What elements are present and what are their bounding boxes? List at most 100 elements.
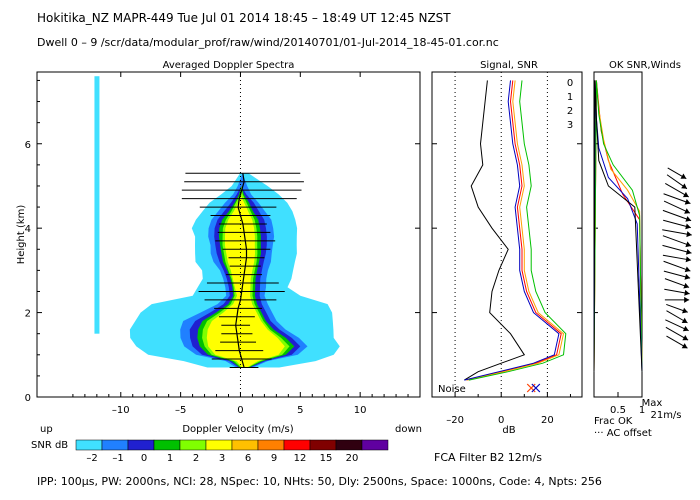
wind-barb-head (684, 198, 691, 205)
wind-barb (662, 254, 692, 263)
signal-series-line (464, 80, 560, 381)
colorbar-swatch (153, 439, 181, 451)
wind-barb (664, 296, 690, 303)
mean-velocity-line (235, 173, 248, 368)
colorbar-swatch (231, 439, 259, 451)
wind-barb-head (682, 325, 689, 332)
up-label: up (40, 424, 53, 435)
frac-ok-line (593, 80, 643, 372)
signal-series-line (464, 80, 526, 381)
ok-x-tick-label: 0.5 (610, 405, 626, 416)
wind-barb-shaft (662, 244, 692, 254)
colorbar-swatch (179, 439, 207, 451)
colorbar-swatch (257, 439, 285, 451)
signal-x-label: dB (502, 425, 515, 436)
x-axis-label: Doppler Velocity (m/s) (182, 424, 293, 435)
wind-barb-head (685, 256, 692, 263)
noise-marker (531, 383, 541, 393)
colorbar-swatch (335, 439, 363, 451)
wind-barb (663, 270, 691, 280)
wind-barb-head (684, 296, 690, 303)
y-tick-label: 2 (25, 309, 31, 320)
x-tick-label: 10 (354, 405, 367, 416)
signal-x-tick-label: 0 (498, 415, 504, 426)
wind-barb-head (686, 231, 692, 238)
y-tick-label: 6 (25, 140, 31, 151)
signal-series-line (468, 80, 567, 381)
colorbar-swatch (127, 439, 155, 451)
wind-barb (664, 278, 690, 289)
colorbar-label: SNR dB (31, 440, 68, 451)
wind-barb-head (684, 266, 691, 273)
x-tick-label: –10 (112, 405, 130, 416)
clutter-stripe (94, 76, 100, 334)
y-tick-label: 4 (25, 224, 31, 235)
colorbar-tick-label: 6 (245, 453, 251, 464)
colorbar-tick-label: 12 (294, 453, 307, 464)
ac-offset-label: ··· AC offset (594, 428, 652, 439)
colorbar-tick-label: –1 (112, 453, 123, 464)
wind-barb (662, 209, 692, 222)
colorbar-tick-label: 1 (167, 453, 173, 464)
wind-barb (662, 244, 692, 255)
wind-barb (662, 229, 692, 238)
signal-snr-title: Signal, SNR (480, 60, 538, 71)
spectra-title: Averaged Doppler Spectra (163, 60, 295, 71)
down-label: down (395, 424, 422, 435)
wind-barb-head (680, 173, 687, 179)
wind-barb-head (681, 343, 688, 349)
y-axis-label: Height (km) (16, 205, 27, 265)
colorbar-tick-label: 9 (271, 453, 277, 464)
signal-x-tick-label: 20 (541, 415, 554, 426)
wind-barb-head (685, 216, 692, 222)
signal-series-line (466, 80, 562, 381)
wind-barb-head (684, 208, 690, 214)
wind-barb (665, 326, 689, 341)
wind-barb-head (685, 223, 691, 230)
colorbar-tick-label: 0 (141, 453, 147, 464)
noise-label: Noise (438, 384, 466, 395)
wind-barb (663, 193, 691, 205)
beam-legend-1: 1 (567, 92, 573, 103)
footer-params: IPP: 100µs, PW: 2000ns, NCI: 28, NSpec: … (37, 475, 602, 488)
colorbar-tick-label: 3 (219, 453, 225, 464)
wind-barb (662, 235, 692, 248)
wind-barb-head (682, 307, 688, 314)
colorbar-tick-label: 20 (346, 453, 359, 464)
ok-frame (593, 71, 643, 398)
wind-barb-head (681, 317, 688, 323)
frac-ok-line (593, 80, 643, 372)
wind-barb (666, 303, 688, 314)
frac-ok-label: Frac OK (594, 416, 633, 427)
x-tick-label: 0 (237, 405, 243, 416)
wind-barb (663, 219, 691, 230)
fca-filter-label: FCA Filter B2 12m/s (434, 451, 542, 464)
y-tick-label: 0 (25, 393, 31, 404)
max-wind-value: 21m/s (650, 410, 681, 421)
wind-barb (666, 310, 688, 324)
snr-contour-level-5 (206, 173, 285, 368)
wind-barb-head (685, 248, 692, 255)
beam-legend-0: 0 (567, 78, 573, 89)
colorbar-swatch (283, 439, 311, 451)
colorbar-swatch (205, 439, 233, 451)
frac-ok-line (593, 80, 643, 372)
x-tick-label: 5 (297, 405, 303, 416)
colorbar-swatch (309, 439, 337, 451)
header-path: Dwell 0 – 9 /scr/data/modular_prof/raw/w… (37, 36, 499, 49)
wind-barb (666, 174, 688, 190)
colorbar-swatch (361, 439, 389, 451)
noise-marker (526, 383, 536, 393)
wind-barb (665, 319, 689, 332)
wind-barb (666, 335, 688, 349)
beam-legend-3: 3 (567, 120, 573, 131)
wind-barb-head (681, 183, 687, 189)
beam-legend-2: 2 (567, 106, 573, 117)
wind-barb (667, 167, 687, 180)
ok-x-tick-label: 1 (639, 405, 645, 416)
wind-barb-head (684, 273, 691, 280)
max-wind-label: Max (642, 398, 663, 409)
signal-x-tick-label: –20 (446, 415, 464, 426)
signal-frame (431, 71, 583, 398)
